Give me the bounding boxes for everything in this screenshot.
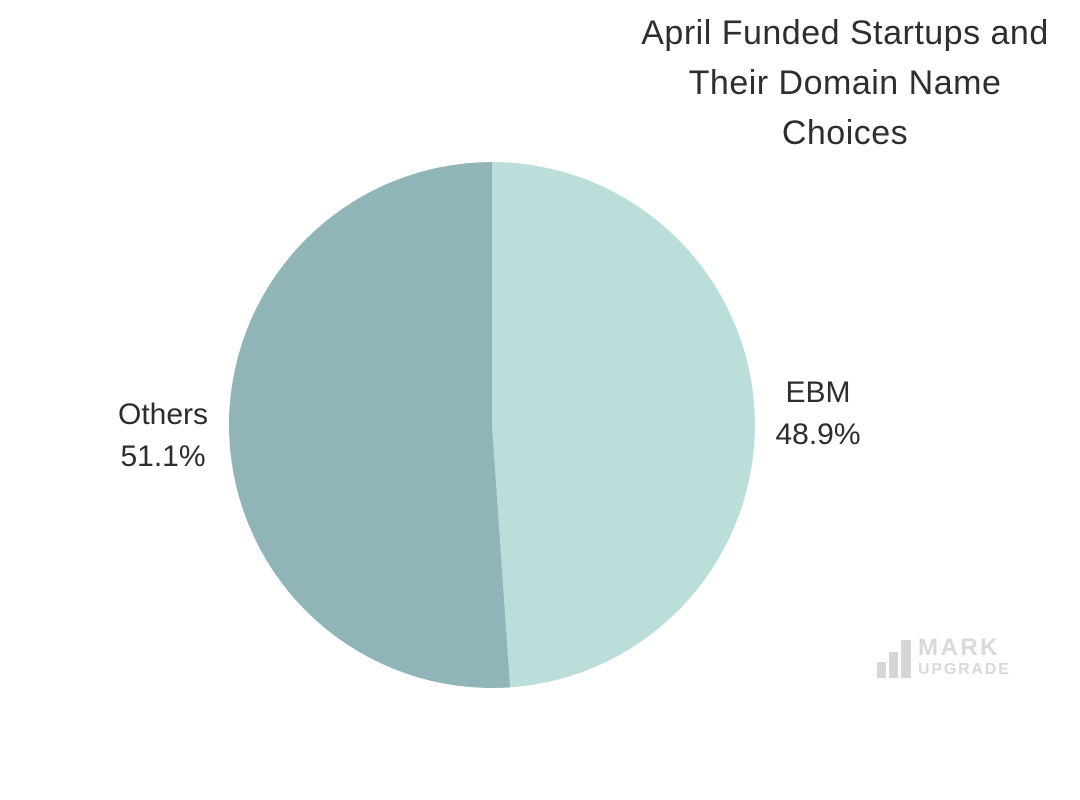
pie-slice-others: [229, 162, 511, 688]
logo-upgrade-label: UPGRADE: [918, 661, 1011, 678]
chart-title: April Funded Startups and Their Domain N…: [585, 8, 1080, 158]
slice-label-others: Others 51.1%: [63, 394, 263, 478]
chart-title-line1: April Funded Startups and: [641, 14, 1049, 52]
slice-percent-others: 51.1%: [120, 440, 206, 473]
logo-text: MARK UPGRADE: [918, 636, 1011, 678]
chart-title-line3: Choices: [781, 114, 909, 152]
slice-label-ebm: EBM 48.9%: [718, 372, 918, 456]
bar-chart-icon: [877, 640, 914, 678]
logo-mark-label: MARK: [918, 634, 1000, 661]
slice-name-others: Others: [117, 398, 209, 431]
markupgrade-logo: MARK UPGRADE: [877, 636, 1011, 678]
slice-name-ebm: EBM: [785, 376, 851, 409]
slice-percent-ebm: 48.9%: [775, 418, 861, 451]
pie-slice-ebm: [492, 162, 755, 688]
pie-chart-svg: [229, 162, 755, 688]
chart-title-line2: Their Domain Name: [688, 64, 1002, 102]
